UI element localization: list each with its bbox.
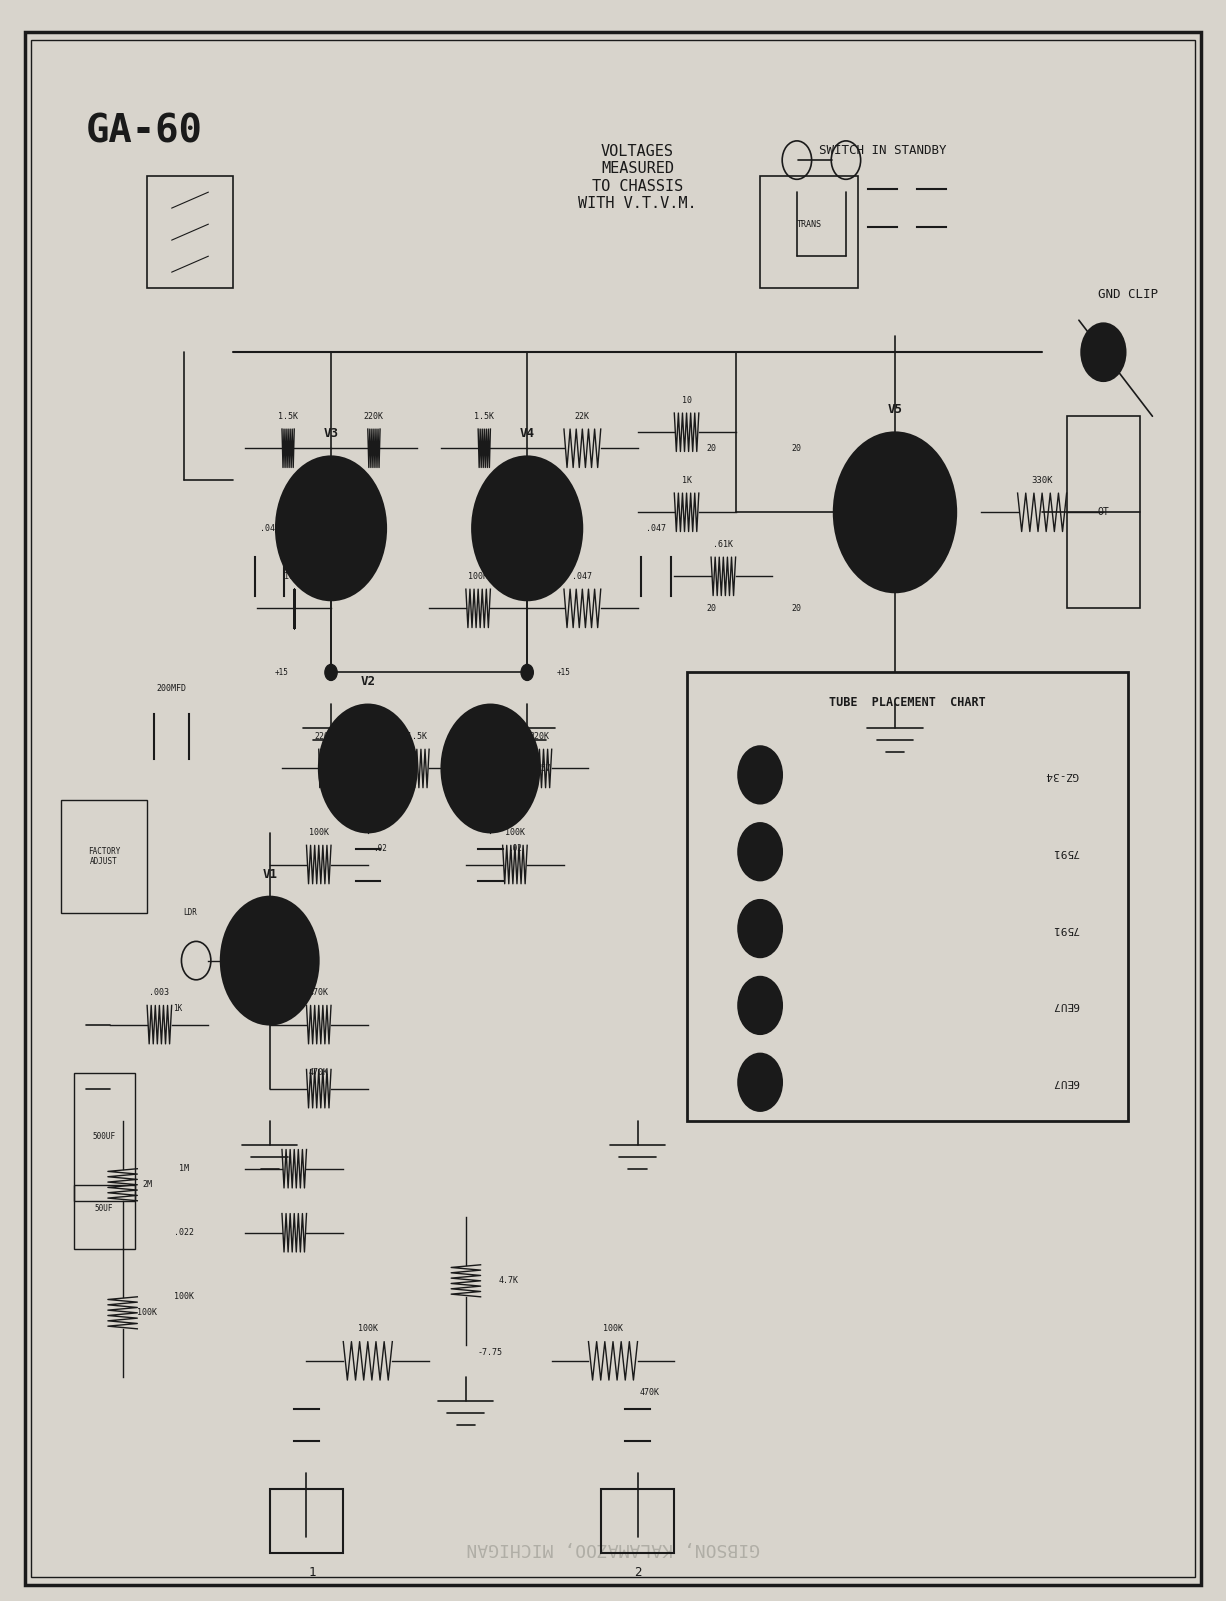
Text: 100K: 100K	[505, 828, 525, 837]
Text: 22K: 22K	[575, 411, 590, 421]
Text: GIBSON, KALAMAZOO, MICHIGAN: GIBSON, KALAMAZOO, MICHIGAN	[466, 1539, 760, 1558]
Text: 500UF: 500UF	[93, 1132, 115, 1142]
Text: 4.7K: 4.7K	[499, 1276, 519, 1286]
Text: V1: V1	[754, 1077, 766, 1087]
Circle shape	[441, 704, 539, 833]
Text: LDR: LDR	[232, 932, 246, 941]
Bar	[61, 800, 147, 913]
Circle shape	[276, 456, 386, 600]
Circle shape	[319, 704, 417, 833]
Circle shape	[521, 664, 533, 680]
Circle shape	[325, 664, 337, 680]
Text: 220K: 220K	[315, 732, 335, 741]
Text: TRANS: TRANS	[797, 219, 821, 229]
Text: 20: 20	[706, 443, 716, 453]
Text: GND CLIP: GND CLIP	[1098, 288, 1157, 301]
Text: SWITCH IN STANDBY: SWITCH IN STANDBY	[819, 144, 946, 157]
Text: 50UF: 50UF	[94, 1204, 114, 1214]
Text: .047: .047	[573, 572, 592, 581]
Text: 1.5K: 1.5K	[407, 732, 427, 741]
Text: LDR: LDR	[183, 908, 197, 917]
Text: VOLTAGES
MEASURED
TO CHASSIS
WITH V.T.V.M.: VOLTAGES MEASURED TO CHASSIS WITH V.T.V.…	[579, 144, 696, 211]
Text: 7591: 7591	[1052, 847, 1079, 857]
Text: .02: .02	[508, 844, 522, 853]
Text: FACTORY
ADJUST: FACTORY ADJUST	[88, 847, 120, 866]
Text: 100K: 100K	[309, 828, 329, 837]
Text: 1.5K: 1.5K	[278, 411, 298, 421]
Text: 6.8K: 6.8K	[254, 1004, 273, 1013]
Text: 100K: 100K	[284, 572, 304, 581]
Text: 470K: 470K	[309, 1068, 329, 1077]
Text: V4: V4	[754, 847, 766, 857]
Text: V5: V5	[888, 403, 902, 416]
Text: 1.5K: 1.5K	[474, 411, 494, 421]
Text: 20: 20	[792, 443, 802, 453]
Text: 7591: 7591	[1052, 924, 1079, 933]
Bar	[74, 1073, 135, 1201]
Text: 2: 2	[634, 1566, 641, 1579]
Text: 20: 20	[706, 604, 716, 613]
Text: 200MFD: 200MFD	[157, 684, 186, 693]
Text: .02: .02	[373, 844, 387, 853]
Bar	[760, 176, 858, 288]
Text: .047: .047	[260, 524, 280, 533]
Text: V1: V1	[262, 868, 277, 881]
Circle shape	[221, 897, 319, 1025]
Text: 1M: 1M	[179, 1164, 189, 1174]
Text: V3: V3	[324, 427, 338, 440]
Text: 1K: 1K	[173, 1004, 183, 1013]
Text: V3: V3	[754, 924, 766, 933]
Text: 330K: 330K	[1031, 475, 1053, 485]
Text: V2: V2	[360, 676, 375, 688]
Bar	[74, 1185, 135, 1249]
Text: 470K: 470K	[640, 1388, 660, 1398]
Circle shape	[472, 456, 582, 600]
Text: GZ-34: GZ-34	[1045, 770, 1079, 780]
Text: 1: 1	[309, 1566, 316, 1579]
Circle shape	[738, 823, 782, 881]
Text: 220K: 220K	[364, 411, 384, 421]
Text: 100K: 100K	[358, 1324, 378, 1334]
Text: V4: V4	[520, 427, 535, 440]
Text: 470K: 470K	[309, 988, 329, 997]
Text: OT: OT	[1097, 508, 1110, 517]
Text: 6EU7: 6EU7	[1052, 1077, 1079, 1087]
Circle shape	[738, 900, 782, 957]
Bar	[601, 1489, 674, 1553]
Text: 100K: 100K	[137, 1308, 157, 1318]
Text: .003: .003	[150, 988, 169, 997]
Bar	[1067, 416, 1140, 608]
Text: +15: +15	[557, 668, 571, 677]
Bar	[687, 672, 1128, 1121]
Text: V5: V5	[754, 770, 766, 780]
Circle shape	[834, 432, 956, 592]
Text: 6EU7: 6EU7	[1052, 1001, 1079, 1010]
Bar	[147, 176, 233, 288]
Text: .047: .047	[646, 524, 666, 533]
Text: +335V: +335V	[528, 764, 550, 773]
Text: +15: +15	[275, 668, 289, 677]
Circle shape	[738, 977, 782, 1034]
Text: 10: 10	[682, 395, 691, 405]
Text: V2: V2	[754, 1001, 766, 1010]
Text: .022: .022	[174, 1228, 194, 1238]
Text: 20: 20	[792, 604, 802, 613]
Text: 220K: 220K	[530, 732, 549, 741]
Text: 100K: 100K	[468, 572, 488, 581]
Circle shape	[1081, 323, 1125, 381]
Text: 2M: 2M	[142, 1180, 152, 1190]
Text: 100K: 100K	[603, 1324, 623, 1334]
Text: GA-60: GA-60	[86, 112, 202, 150]
Text: .61K: .61K	[714, 540, 733, 549]
Text: 100K: 100K	[174, 1292, 194, 1302]
Circle shape	[738, 1053, 782, 1111]
Text: TUBE  PLACEMENT  CHART: TUBE PLACEMENT CHART	[829, 696, 986, 709]
Text: -7.75: -7.75	[478, 1348, 503, 1358]
Circle shape	[738, 746, 782, 804]
Bar	[270, 1489, 343, 1553]
Text: 1K: 1K	[682, 475, 691, 485]
